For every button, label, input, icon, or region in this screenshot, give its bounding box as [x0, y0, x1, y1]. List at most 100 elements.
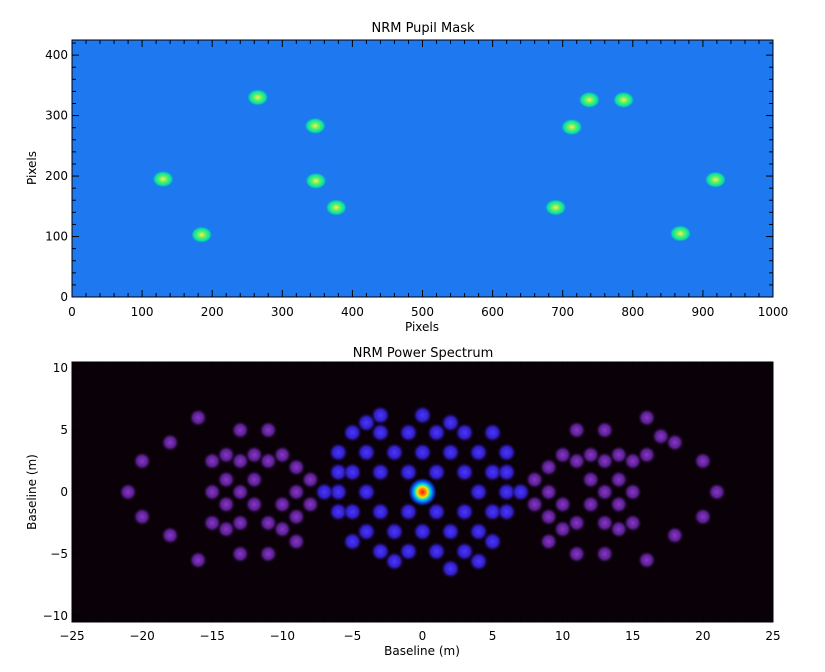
- outer-blob: [581, 495, 600, 514]
- inner-blob: [356, 522, 376, 542]
- outer-blob: [245, 495, 264, 514]
- inner-blob: [455, 541, 475, 561]
- spectrum-xtick-label: −25: [59, 629, 84, 643]
- inner-blob: [314, 482, 334, 502]
- outer-blob: [161, 526, 180, 545]
- outer-blob: [273, 445, 292, 464]
- outer-blob: [567, 452, 586, 471]
- mask-xtick-label: 400: [341, 305, 364, 319]
- inner-blob: [342, 532, 362, 552]
- mask-xtick-label: 100: [131, 305, 154, 319]
- outer-blob: [595, 483, 614, 501]
- inner-blob: [384, 522, 404, 542]
- spectrum-ytick-label: 5: [60, 423, 68, 437]
- outer-blob: [623, 452, 642, 471]
- outer-blob: [161, 433, 180, 452]
- inner-blob: [455, 462, 475, 482]
- outer-blob: [203, 483, 222, 501]
- inner-blob: [469, 522, 489, 542]
- outer-blob: [287, 458, 306, 477]
- outer-blob: [189, 408, 208, 427]
- inner-blob: [370, 541, 390, 561]
- spectrum-ytick-label: −5: [50, 547, 68, 561]
- outer-blob: [637, 551, 656, 570]
- outer-blob: [665, 526, 684, 545]
- inner-blob: [469, 442, 489, 462]
- outer-blob: [133, 507, 152, 526]
- inner-blob: [483, 423, 503, 443]
- outer-blob: [553, 520, 572, 539]
- outer-blob: [259, 452, 278, 471]
- aperture-7: [544, 199, 567, 217]
- mask-y-axis: 0 100 200 300 400: [45, 42, 773, 304]
- inner-blob: [342, 502, 362, 522]
- spectrum-xtick-label: 15: [625, 629, 640, 643]
- outer-blob: [539, 458, 558, 477]
- mask-ytick-label: 300: [45, 109, 68, 123]
- mask-xtick-label: 900: [691, 305, 714, 319]
- inner-blob: [356, 413, 376, 433]
- inner-blob: [469, 482, 489, 502]
- inner-blob: [497, 462, 517, 482]
- aperture-2: [190, 226, 213, 244]
- outer-blob: [301, 470, 320, 489]
- outer-blob: [273, 495, 292, 514]
- spectrum-xtick-label: 0: [419, 629, 427, 643]
- outer-blob: [287, 507, 306, 526]
- outer-blob: [231, 452, 250, 471]
- outer-blob: [651, 427, 670, 446]
- outer-blob: [245, 470, 264, 489]
- outer-blob: [581, 470, 600, 489]
- outer-blob: [609, 520, 628, 539]
- outer-blob: [119, 483, 138, 501]
- zero-baseline-peak: [408, 478, 437, 506]
- outer-blob: [301, 495, 320, 514]
- spectrum-xtick-label: −10: [270, 629, 295, 643]
- inner-blob: [370, 423, 390, 443]
- inner-blob: [469, 551, 489, 571]
- outer-blob: [203, 513, 222, 532]
- mask-xtick-label: 200: [201, 305, 224, 319]
- inner-blob: [398, 423, 418, 443]
- outer-blob: [133, 452, 152, 471]
- spectrum-xtick-label: 5: [489, 629, 497, 643]
- outer-blob: [525, 470, 544, 489]
- mask-ytick-label: 400: [45, 48, 68, 62]
- inner-blob: [342, 423, 362, 443]
- outer-blob: [259, 513, 278, 532]
- aperture-9: [578, 91, 601, 109]
- outer-blob: [623, 513, 642, 532]
- outer-blob: [595, 513, 614, 532]
- inner-blob: [455, 502, 475, 522]
- outer-blob: [231, 421, 250, 440]
- outer-blob: [259, 544, 278, 563]
- inner-blob: [384, 442, 404, 462]
- mask-xtick-label: 500: [411, 305, 434, 319]
- outer-blob: [581, 445, 600, 464]
- mask-ylabel: Pixels: [25, 151, 39, 185]
- inner-blob: [328, 462, 348, 482]
- outer-blob: [609, 495, 628, 514]
- aperture-11: [669, 225, 692, 243]
- aperture-10: [612, 91, 635, 109]
- inner-blob: [342, 462, 362, 482]
- mask-xtick-label: 800: [621, 305, 644, 319]
- spectrum-ytick-label: 10: [53, 361, 68, 375]
- outer-blob: [553, 495, 572, 514]
- mask-xlabel: Pixels: [405, 320, 439, 334]
- inner-blob: [356, 482, 376, 502]
- spectrum-x-axis: −25 −20 −15 −10 −5 0 5 10 15 20 25: [59, 362, 781, 643]
- mask-xtick-label: 600: [481, 305, 504, 319]
- mask-xtick-label: 0: [68, 305, 76, 319]
- inner-blob: [356, 442, 376, 462]
- inner-blob: [441, 522, 461, 542]
- aperture-3: [246, 88, 269, 106]
- outer-blob: [217, 520, 236, 539]
- inner-blob: [483, 532, 503, 552]
- mask-ytick-label: 100: [45, 230, 68, 244]
- aperture-12: [704, 171, 727, 189]
- outer-blob: [637, 445, 656, 464]
- outer-blob: [189, 551, 208, 570]
- aperture-8: [560, 118, 583, 136]
- outer-blob: [637, 408, 656, 427]
